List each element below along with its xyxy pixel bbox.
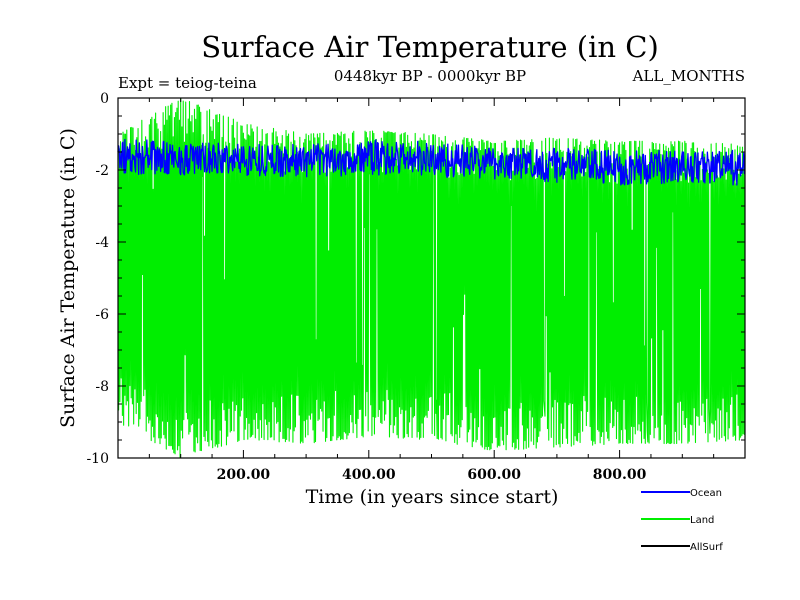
y-ticks: 0 -2 -4 -6 -8 -10: [86, 91, 745, 467]
legend: Ocean Land AllSurf: [641, 488, 723, 553]
x-tick-label: 600.00: [467, 467, 521, 483]
series-line-ocean: [117, 138, 746, 186]
x-tick-label: 200.00: [217, 467, 271, 483]
legend-label-ocean: Ocean: [690, 488, 722, 499]
x-axis-label: Time (in years since start): [306, 486, 559, 508]
y-tick-label: -2: [95, 163, 109, 179]
y-tick-label: -10: [86, 451, 109, 467]
y-tick-label: -4: [95, 235, 109, 251]
chart-subtitle: 0448kyr BP - 0000kyr BP: [334, 67, 526, 85]
y-tick-label: -8: [95, 379, 109, 395]
x-tick-label: 800.00: [593, 467, 647, 483]
legend-label-allsurf: AllSurf: [690, 542, 723, 553]
y-tick-label: -6: [95, 307, 109, 323]
x-tick-label: 400.00: [342, 467, 396, 483]
months-label: ALL_MONTHS: [632, 67, 745, 85]
chart-title: Surface Air Temperature (in C): [201, 30, 659, 64]
y-axis-label: Surface Air Temperature (in C): [57, 128, 79, 428]
y-tick-label: 0: [100, 91, 109, 107]
experiment-label: Expt = teiog-teina: [118, 74, 257, 92]
plot-series: [117, 97, 746, 458]
legend-label-land: Land: [690, 515, 714, 526]
x-ticks: 200.00 400.00 600.00 800.00: [148, 98, 715, 483]
